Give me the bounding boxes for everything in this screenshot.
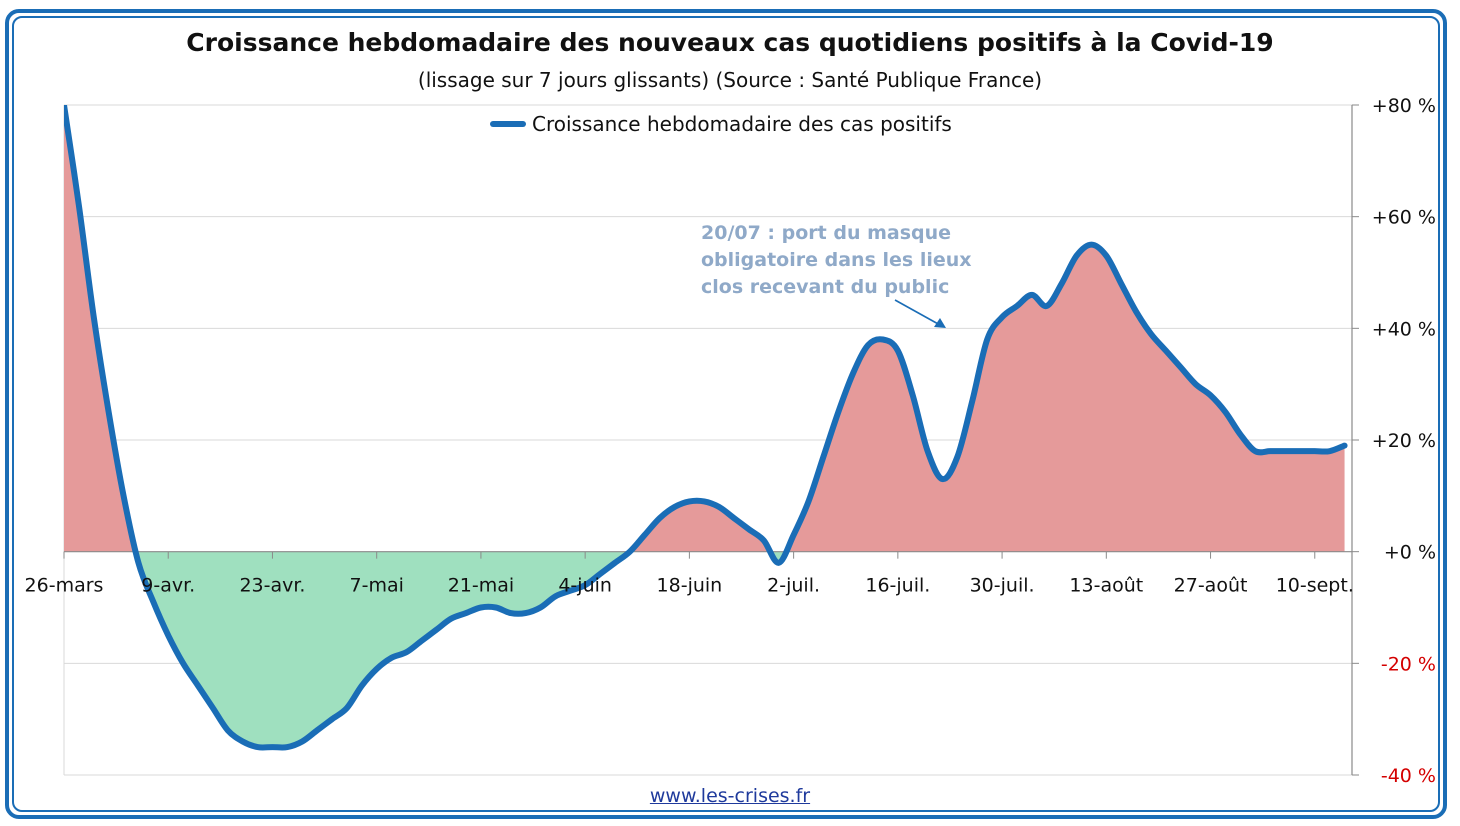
- annotation-line-2: obligatoire dans les lieux: [701, 249, 972, 271]
- chart-title: Croissance hebdomadaire des nouveaux cas…: [186, 28, 1274, 57]
- positive-area: [64, 105, 1345, 552]
- x-tick-label: 27-août: [1174, 575, 1248, 597]
- x-tick-label: 16-juil.: [865, 575, 930, 597]
- legend-label: Croissance hebdomadaire des cas positifs: [532, 112, 952, 136]
- y-tick-label: -40 %: [1381, 765, 1436, 787]
- x-tick-label: 4-juin: [558, 575, 612, 597]
- source-link[interactable]: www.les-crises.fr: [649, 785, 811, 807]
- x-tick-label: 7-mai: [350, 575, 404, 597]
- x-tick-label: 2-juil.: [767, 575, 820, 597]
- y-tick-label: +40 %: [1372, 318, 1436, 340]
- inner-frame: [12, 16, 1440, 812]
- legend-line-swatch: [490, 121, 526, 127]
- x-tick-label: 10-sept.: [1276, 575, 1354, 597]
- annotation: 20/07 : port du masque obligatoire dans …: [701, 220, 972, 301]
- outer-frame: [5, 9, 1447, 819]
- x-tick-label: 23-avr.: [239, 575, 305, 597]
- x-tick-label: 13-août: [1069, 575, 1143, 597]
- chart-subtitle: (lissage sur 7 jours glissants) (Source …: [417, 68, 1043, 92]
- legend: Croissance hebdomadaire des cas positifs: [490, 112, 952, 136]
- x-tick-label: 18-juin: [657, 575, 723, 597]
- series-line: [64, 105, 1348, 751]
- y-tick-label: +20 %: [1372, 430, 1436, 452]
- y-tick-label: -20 %: [1381, 653, 1436, 675]
- annotation-arrow-line: [894, 299, 941, 326]
- annotation-line-3: clos recevant du public: [701, 276, 950, 298]
- annotation-arrow-head: [934, 318, 946, 328]
- x-tick-label: 21-mai: [448, 575, 514, 597]
- y-tick-label: +80 %: [1372, 95, 1436, 117]
- y-tick-label: +0 %: [1384, 542, 1436, 564]
- negative-area: [64, 551, 1345, 748]
- x-tick-label: 30-juil.: [970, 575, 1035, 597]
- x-tick-label: 26-mars: [25, 575, 104, 597]
- annotation-line-1: 20/07 : port du masque: [701, 222, 952, 244]
- x-tick-label: 9-avr.: [141, 575, 195, 597]
- y-tick-label: +60 %: [1372, 207, 1436, 229]
